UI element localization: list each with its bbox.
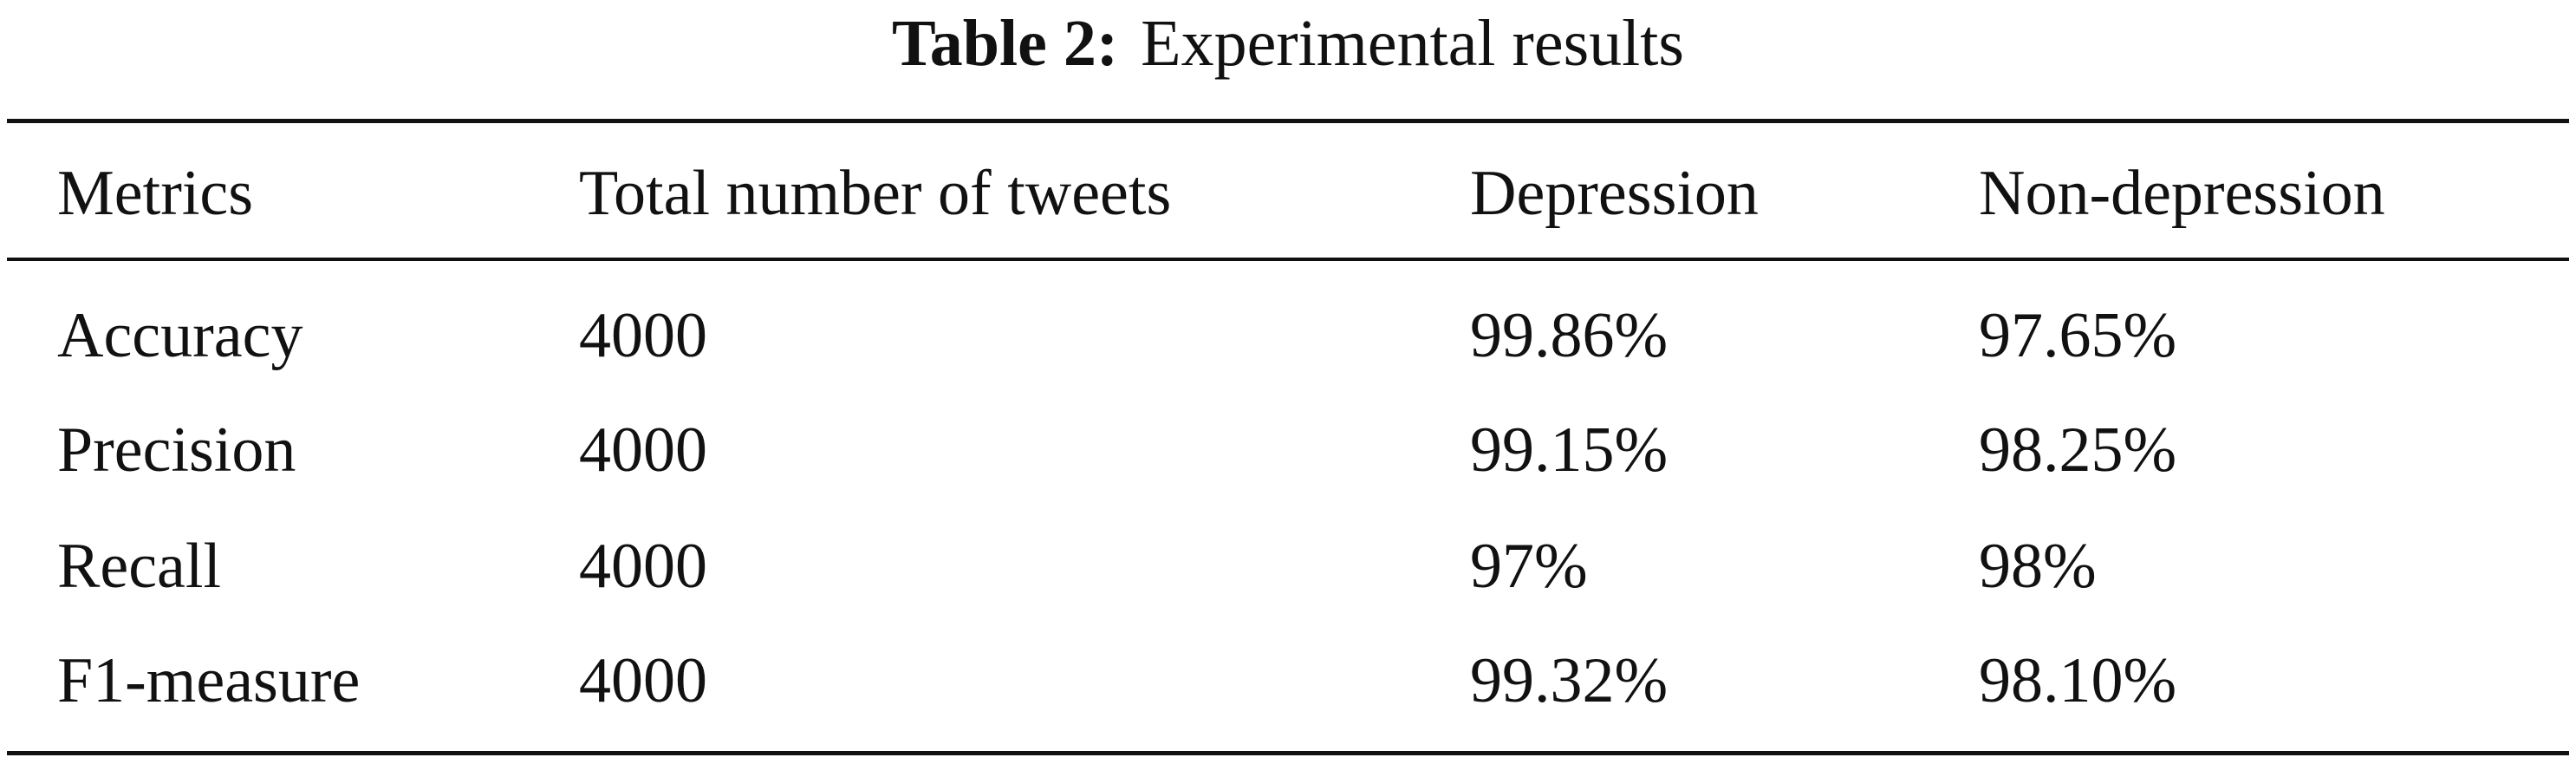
table-row: Recall 4000 97% 98% [0, 519, 2576, 614]
table-top-rule [7, 119, 2569, 123]
table-caption-text: Experimental results [1141, 7, 1684, 80]
row-total-tweets: 4000 [579, 300, 707, 371]
row-non-depression: 97.65% [1979, 300, 2177, 371]
row-depression: 99.15% [1470, 415, 1669, 486]
row-depression: 99.86% [1470, 300, 1669, 371]
row-metric: Precision [57, 415, 296, 486]
table-bottom-rule [7, 751, 2569, 755]
row-total-tweets: 4000 [579, 531, 707, 602]
header-non-depression: Non-depression [1979, 158, 2385, 229]
row-metric: F1-measure [57, 645, 361, 716]
table-caption-label: Table 2: [892, 7, 1119, 80]
header-total-tweets: Total number of tweets [579, 158, 1172, 229]
row-depression: 97% [1470, 531, 1588, 602]
row-depression: 99.32% [1470, 645, 1669, 716]
row-total-tweets: 4000 [579, 645, 707, 716]
header-depression: Depression [1470, 158, 1759, 229]
table-row: F1-measure 4000 99.32% 98.10% [0, 633, 2576, 728]
table-header-rule [7, 258, 2569, 261]
table-row: Precision 4000 99.15% 98.25% [0, 402, 2576, 498]
header-metrics: Metrics [57, 158, 254, 229]
row-total-tweets: 4000 [579, 415, 707, 486]
row-non-depression: 98.25% [1979, 415, 2177, 486]
row-metric: Recall [57, 531, 222, 602]
table-row: Accuracy 4000 99.86% 97.65% [0, 288, 2576, 383]
row-non-depression: 98.10% [1979, 645, 2177, 716]
table-header-row: Metrics Total number of tweets Depressio… [0, 146, 2576, 241]
table-caption: Table 2: Experimental results [0, 0, 2576, 87]
row-non-depression: 98% [1979, 531, 2097, 602]
row-metric: Accuracy [57, 300, 303, 371]
